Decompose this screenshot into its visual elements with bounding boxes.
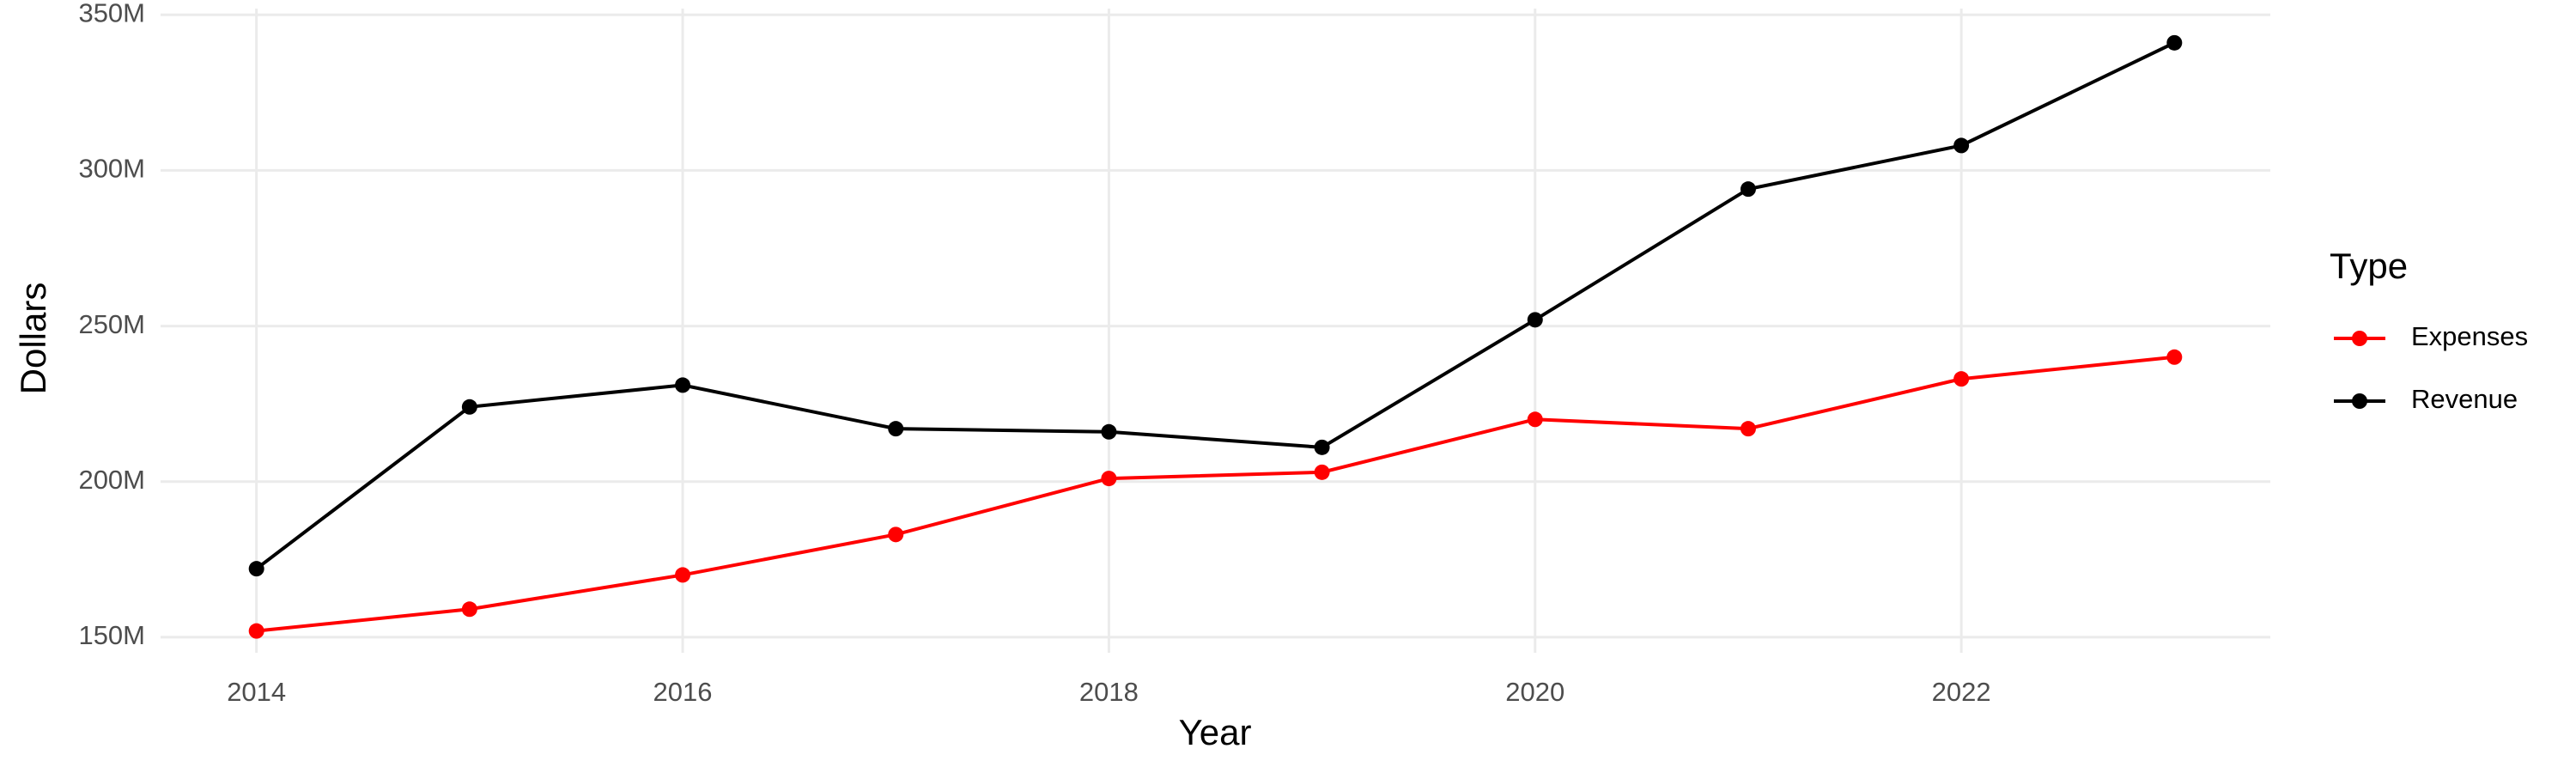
- y-axis-title: Dollars: [13, 283, 53, 395]
- data-point: [248, 623, 264, 639]
- data-point: [2166, 349, 2183, 365]
- data-point: [461, 399, 477, 415]
- data-point: [1740, 421, 1756, 437]
- series-line: [255, 41, 2176, 570]
- legend-title: Type: [2330, 246, 2408, 286]
- legend-label: Expenses: [2411, 321, 2528, 351]
- x-tick-label: 2014: [227, 677, 286, 707]
- data-point: [1953, 137, 1970, 154]
- series-line: [256, 355, 2175, 633]
- data-point: [888, 421, 904, 437]
- data-point: [1740, 181, 1756, 198]
- y-tick-label: 300M: [78, 154, 145, 184]
- data-point: [1101, 423, 1117, 440]
- data-point: [888, 526, 904, 543]
- legend-label: Revenue: [2411, 384, 2518, 414]
- data-point: [675, 377, 691, 393]
- legend-key-point: [2352, 393, 2367, 409]
- y-tick-label: 150M: [78, 620, 145, 650]
- y-tick-label: 350M: [78, 0, 145, 27]
- data-point: [675, 567, 691, 583]
- data-point: [1101, 471, 1117, 487]
- data-point: [248, 561, 264, 577]
- data-point: [461, 601, 477, 618]
- data-point: [1527, 312, 1543, 328]
- data-point: [1314, 464, 1330, 480]
- data-point: [1953, 371, 1970, 387]
- y-tick-label: 250M: [78, 309, 145, 339]
- data-point: [1314, 439, 1330, 455]
- x-tick-label: 2020: [1505, 677, 1564, 707]
- y-tick-label: 200M: [78, 465, 145, 495]
- data-point: [1527, 411, 1543, 428]
- x-axis-title: Year: [1179, 712, 1252, 752]
- data-point: [2166, 34, 2183, 51]
- x-tick-label: 2018: [1079, 677, 1139, 707]
- x-tick-label: 2022: [1932, 677, 1991, 707]
- x-tick-label: 2016: [653, 677, 713, 707]
- legend-key-point: [2352, 331, 2367, 346]
